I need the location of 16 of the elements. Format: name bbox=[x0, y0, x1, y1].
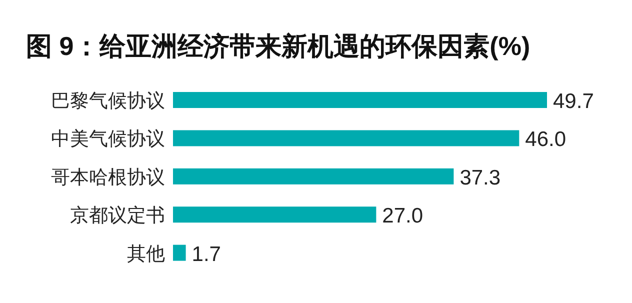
bar bbox=[173, 206, 376, 223]
data-label: 27.0 bbox=[382, 204, 424, 228]
y-tick-label: 巴黎气候协议 bbox=[51, 90, 165, 112]
bar bbox=[173, 168, 454, 184]
data-label: 49.7 bbox=[553, 90, 594, 113]
chart-title: 图 9：给亚洲经济带来新机遇的环保因素(%) bbox=[26, 31, 530, 61]
y-tick-label: 哥本哈根协议 bbox=[51, 166, 165, 188]
y-tick-label: 中美气候协议 bbox=[51, 128, 165, 150]
data-label: 46.0 bbox=[525, 128, 566, 152]
bar bbox=[173, 244, 186, 261]
y-tick-label: 其他 bbox=[127, 244, 165, 265]
y-tick-label: 京都议定书 bbox=[70, 204, 165, 227]
data-label: 37.3 bbox=[460, 166, 501, 190]
bar bbox=[173, 130, 520, 146]
data-label: 1.7 bbox=[192, 242, 221, 266]
bar bbox=[173, 92, 547, 108]
